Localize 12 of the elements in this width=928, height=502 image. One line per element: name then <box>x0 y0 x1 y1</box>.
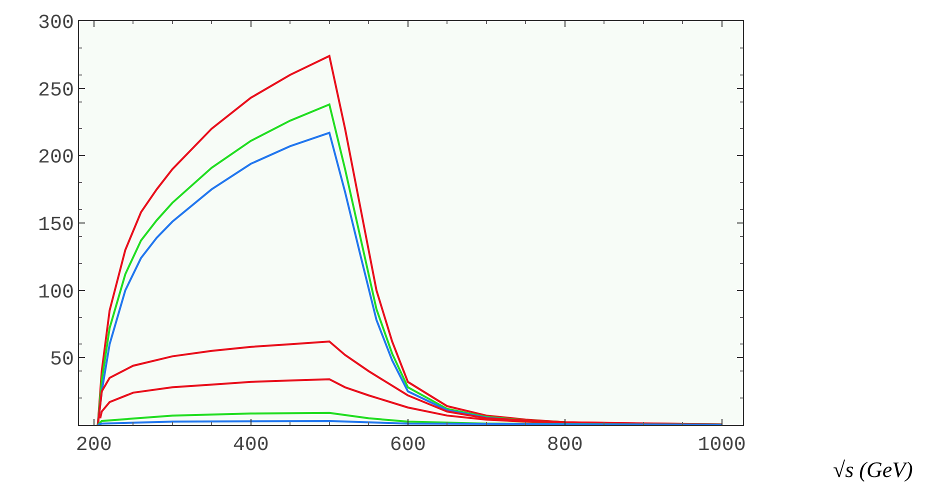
x-tick-label: 1000 <box>698 434 746 457</box>
y-tick-label: 250 <box>38 79 74 102</box>
y-tick-label: 100 <box>38 281 74 304</box>
x-tick-label: 400 <box>232 434 269 457</box>
y-tick-label: 200 <box>38 146 74 170</box>
y-tick-label: 150 <box>38 214 74 237</box>
y-tick-label: 50 <box>50 348 74 372</box>
x-tick-label: 800 <box>546 434 583 457</box>
x-axis-title: √s (GeV) <box>833 457 913 482</box>
x-tick-label: 600 <box>390 434 426 457</box>
x-tick-label: 200 <box>76 434 112 457</box>
y-tick-label: 300 <box>38 12 74 35</box>
